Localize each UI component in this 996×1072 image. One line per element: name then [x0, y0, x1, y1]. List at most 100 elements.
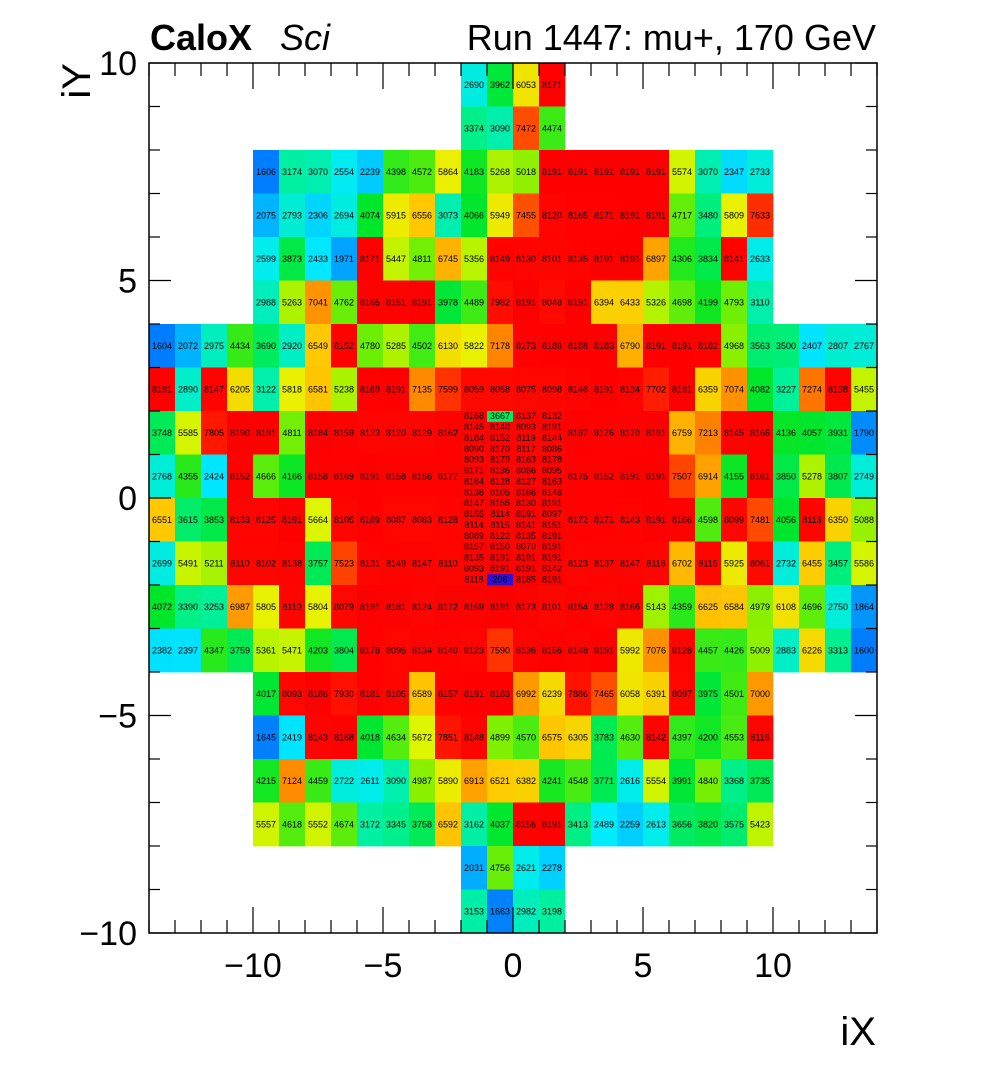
heatmap-cell — [851, 498, 878, 542]
heatmap-cell — [539, 280, 566, 325]
heatmap-cell — [383, 150, 410, 194]
cell-value-label: 8185 — [516, 574, 536, 584]
heatmap-cell — [773, 454, 800, 499]
cell-value-label: 6391 — [646, 689, 666, 699]
cell-value-label: 8166 — [750, 428, 770, 438]
heatmap-cell — [721, 193, 748, 238]
heatmap-cell — [461, 519, 488, 532]
cell-value-label: 4696 — [802, 602, 822, 612]
cell-value-label: 8101 — [542, 254, 562, 264]
heatmap-cell — [201, 454, 228, 499]
heatmap-cell — [201, 628, 228, 673]
heatmap-cell — [773, 411, 800, 455]
cell-value-label: 5804 — [308, 602, 328, 612]
cell-value-label: 2750 — [828, 602, 848, 612]
cell-value-label: 4899 — [490, 732, 510, 742]
cell-value-label: 6625 — [698, 602, 718, 612]
cell-value-label: 7274 — [802, 384, 822, 394]
heatmap-cell — [825, 411, 852, 455]
heatmap-cell — [539, 443, 566, 455]
heatmap-cell — [461, 552, 488, 564]
cell-value-label: 8171 — [594, 515, 614, 525]
cell-value-label: 8090 — [464, 444, 484, 454]
cell-value-label: 8181 — [386, 602, 406, 612]
heatmap-cell — [461, 421, 488, 434]
heatmap-cell — [435, 541, 462, 586]
cell-value-label: 7982 — [490, 297, 510, 307]
cell-value-label: 8151 — [542, 520, 562, 530]
heatmap-cell — [695, 280, 722, 325]
cell-value-label: 8115 — [698, 558, 717, 568]
heatmap-cell — [513, 802, 540, 847]
cell-value-label: 8165 — [568, 210, 588, 220]
heatmap-cell — [539, 237, 566, 281]
heatmap-cell — [851, 367, 878, 412]
heatmap-cell — [851, 628, 878, 673]
cell-value-label: 8169 — [464, 602, 484, 612]
heatmap-cell — [773, 324, 800, 368]
cell-value-label: 2883 — [776, 645, 796, 655]
heatmap-cell — [565, 454, 592, 499]
cell-value-label: 2613 — [646, 819, 666, 829]
cell-value-label: 4072 — [152, 602, 172, 612]
heatmap-cell — [591, 367, 618, 412]
cell-value-label: 2621 — [516, 863, 536, 873]
cell-value-label: 8162 — [438, 428, 458, 438]
heatmap-cell — [279, 454, 306, 499]
heatmap-cell — [461, 498, 488, 510]
cell-value-label: 2694 — [334, 210, 354, 220]
cell-value-label: 3110 — [750, 297, 769, 307]
cell-value-label: 2347 — [724, 167, 744, 177]
cell-value-label: 8148 — [542, 487, 562, 497]
heatmap-cell — [539, 476, 566, 488]
cell-value-label: 4756 — [490, 863, 510, 873]
cell-value-label: 6992 — [516, 689, 536, 699]
heatmap-cell — [747, 367, 774, 412]
cell-value-label: 3807 — [828, 471, 848, 481]
heatmap-cell — [617, 628, 644, 673]
heatmap-cell — [461, 476, 488, 488]
cell-value-label: 8191 — [646, 515, 666, 525]
heatmap-cell — [669, 715, 696, 760]
heatmap-cell — [305, 454, 332, 499]
heatmap-cell — [539, 106, 566, 151]
heatmap-cell — [383, 367, 410, 412]
heatmap-cell — [383, 237, 410, 281]
cell-value-label: 4057 — [802, 428, 822, 438]
heatmap-cell — [669, 498, 696, 542]
heatmap-cell — [669, 759, 696, 803]
cell-value-label: 3991 — [672, 776, 692, 786]
heatmap-cell — [513, 574, 540, 586]
cell-value-label: 3759 — [230, 645, 250, 655]
cell-value-label: 3853 — [204, 515, 224, 525]
cell-value-label: 4502 — [412, 341, 432, 351]
cell-value-label: 8152 — [490, 433, 510, 443]
cell-value-label: 8118 — [464, 574, 483, 584]
cell-value-label: 8191 — [386, 384, 406, 394]
heatmap-cell — [305, 280, 332, 325]
cell-value-label: 8177 — [438, 471, 458, 481]
cell-value-label: 7124 — [282, 776, 302, 786]
heatmap-cell — [513, 193, 540, 238]
cell-value-label: 1606 — [256, 167, 276, 177]
heatmap-cell — [851, 411, 878, 455]
cell-value-label: 3975 — [698, 689, 718, 699]
heatmap-cell — [695, 672, 722, 716]
heatmap-cell — [539, 487, 566, 499]
cell-value-label: 8138 — [828, 384, 848, 394]
heatmap-cell — [253, 454, 280, 499]
cell-value-label: 8191 — [542, 498, 562, 508]
heatmap-cell — [461, 280, 488, 325]
heatmap-cell — [435, 367, 462, 412]
cell-value-label: 2611 — [360, 776, 379, 786]
cell-value-label: 8110 — [282, 602, 301, 612]
cell-value-label: 8191 — [360, 602, 380, 612]
heatmap-cell — [461, 889, 488, 934]
cell-value-label: 8181 — [360, 689, 380, 699]
heatmap-cell — [331, 280, 358, 325]
cell-value-label: 8191 — [594, 254, 614, 264]
cell-value-label: 8146 — [568, 384, 588, 394]
cell-value-label: 8191 — [620, 254, 640, 264]
heatmap-cell — [487, 443, 514, 455]
cell-value-label: 4359 — [672, 602, 692, 612]
